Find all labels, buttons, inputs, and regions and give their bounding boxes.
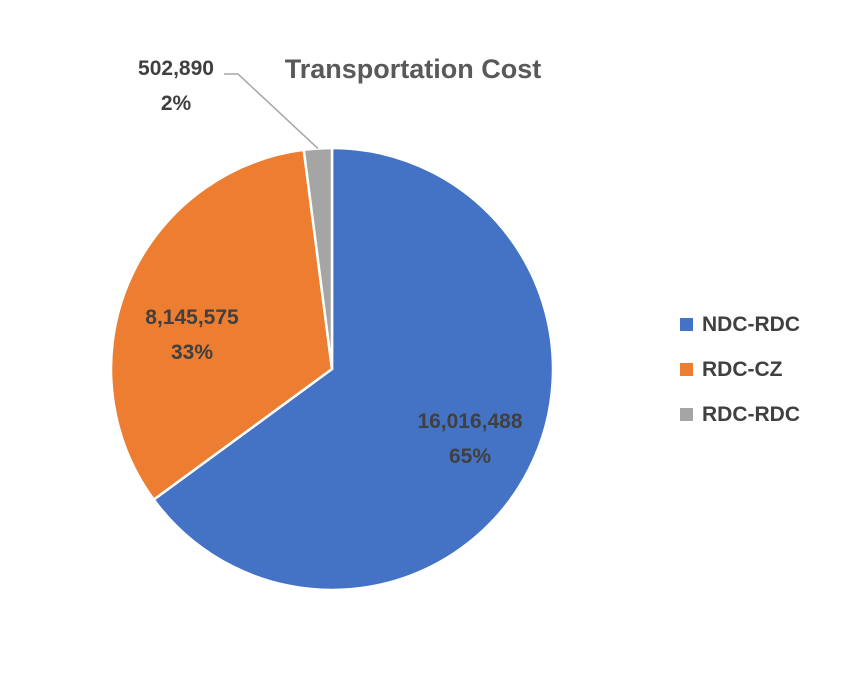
- pie-slice-ndc-rdc: [151, 146, 555, 592]
- legend-label: NDC-RDC: [702, 313, 800, 336]
- pie-slice-rdc-rdc: [302, 146, 334, 370]
- legend-label: RDC-CZ: [702, 358, 783, 381]
- legend-swatch: [680, 318, 693, 331]
- legend-swatch: [680, 408, 693, 421]
- value-label: 502,890: [138, 57, 214, 80]
- value-label: 16,016,488: [417, 410, 522, 433]
- percent-label: 2%: [161, 92, 192, 115]
- value-label: 8,145,575: [145, 306, 239, 329]
- pie-slice-rdc-cz: [109, 148, 334, 502]
- legend-label: RDC-RDC: [702, 403, 800, 426]
- legend: NDC-RDC RDC-CZ RDC-RDC: [680, 313, 800, 426]
- percent-label: 65%: [449, 445, 491, 468]
- data-labels: 16,016,488 65% 8,145,575 33% 502,890 2%: [138, 57, 523, 468]
- leader-line: [224, 73, 319, 150]
- pie-slices: [109, 146, 555, 592]
- percent-label: 33%: [171, 341, 213, 364]
- legend-swatch: [680, 363, 693, 376]
- leader-lines: [224, 73, 319, 150]
- chart-title: Transportation Cost: [285, 54, 542, 84]
